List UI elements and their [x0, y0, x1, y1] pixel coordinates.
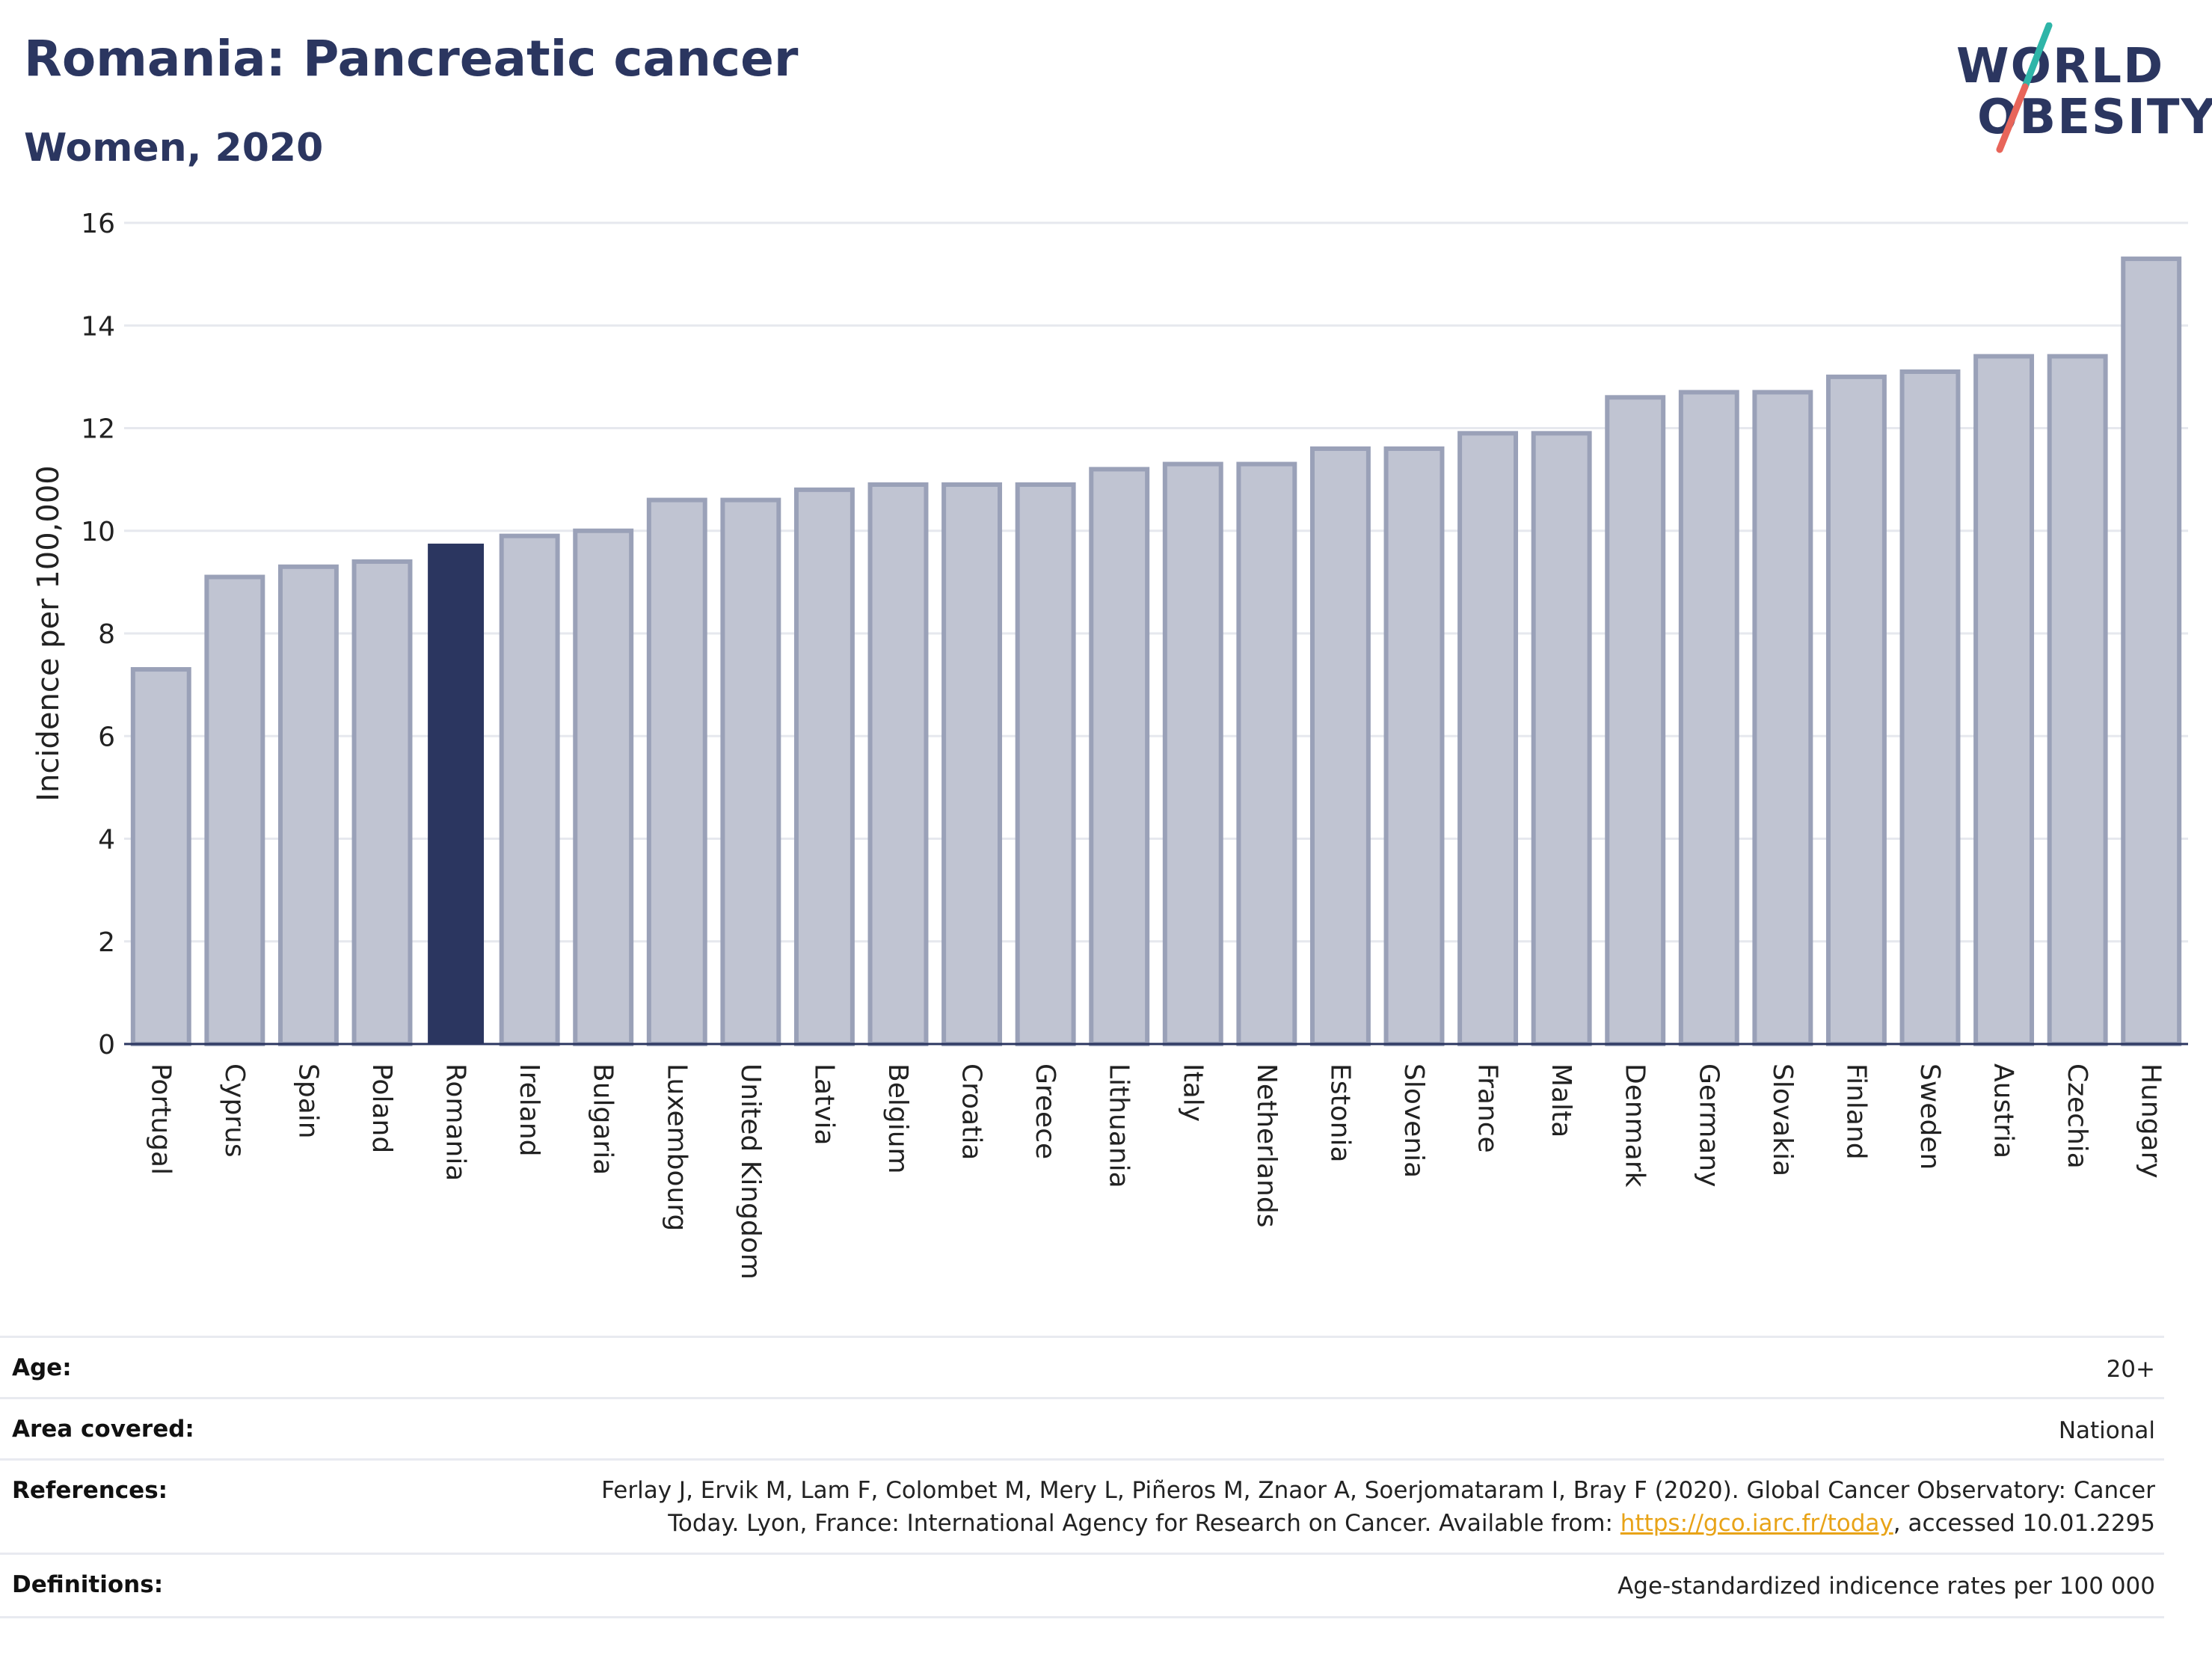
logo-slash-icon: [1996, 22, 2053, 153]
x-tick-label: Italy: [1177, 1063, 1208, 1122]
x-tick-label: Spain: [292, 1063, 323, 1139]
age-value: 20+: [2106, 1356, 2155, 1383]
bar-greece: [1015, 482, 1076, 1046]
bar-bulgaria: [573, 528, 634, 1046]
x-tick-label: Belgium: [882, 1063, 913, 1174]
x-tick-label: Slovenia: [1398, 1063, 1429, 1178]
y-tick-label: 10: [81, 517, 115, 547]
bar-austria: [1973, 354, 2035, 1046]
x-tick-label: Hungary: [2136, 1063, 2166, 1179]
definitions-value: Age-standardized indicence rates per 100…: [1617, 1573, 2155, 1600]
y-tick-label: 12: [81, 414, 115, 445]
age-label: Age:: [12, 1354, 72, 1381]
bar-italy: [1162, 461, 1223, 1046]
x-tick-label: Latvia: [808, 1063, 839, 1146]
y-tick-label: 16: [81, 209, 115, 239]
bar-estonia: [1309, 446, 1371, 1046]
y-tick-label: 6: [98, 722, 115, 752]
area-value: National: [2058, 1417, 2155, 1444]
x-tick-label: Germany: [1693, 1063, 1724, 1187]
references-value: Ferlay J, Ervik M, Lam F, Colombet M, Me…: [601, 1474, 2155, 1540]
area-label: Area covered:: [12, 1416, 194, 1443]
bar-finland: [1825, 374, 1887, 1046]
bar-netherlands: [1236, 461, 1297, 1046]
bar-germany: [1678, 390, 1739, 1046]
x-tick-label: France: [1472, 1063, 1503, 1153]
bar-romania: [428, 543, 485, 1044]
y-tick-label: 4: [98, 825, 115, 856]
bar-hungary: [2121, 257, 2182, 1047]
bar-slovakia: [1752, 390, 1813, 1046]
bar-chart: 0 2 4 6 8 10 12 14 16 Incidence per 100,000 Portug…: [31, 209, 2188, 1280]
y-tick-label: 14: [81, 311, 115, 342]
x-tick-label: Poland: [366, 1063, 397, 1153]
x-tick-label: Croatia: [956, 1063, 987, 1160]
logo-line-1: WORLD: [1956, 39, 2165, 94]
x-tick-label: Greece: [1030, 1063, 1060, 1159]
bar-latvia: [793, 487, 855, 1046]
bar-sweden: [1899, 369, 1961, 1046]
x-tick-label: Portugal: [145, 1063, 176, 1175]
references-label: References:: [12, 1477, 168, 1504]
x-tick-label: Austria: [1988, 1063, 2019, 1158]
bar-united-kingdom: [720, 497, 781, 1046]
x-tick-label: Sweden: [1914, 1063, 1945, 1170]
definitions-label: Definitions:: [12, 1571, 164, 1598]
x-tick-label: Estonia: [1324, 1063, 1355, 1163]
bar-portugal: [130, 667, 191, 1046]
info-row-area: Area covered: National: [0, 1397, 2164, 1459]
x-tick-label: Czechia: [2062, 1063, 2092, 1169]
bar-poland: [351, 559, 413, 1046]
bar-luxembourg: [646, 497, 707, 1046]
x-tick-label: Netherlands: [1251, 1063, 1282, 1227]
x-tick-label: Luxembourg: [661, 1063, 692, 1231]
x-tick-label: United Kingdom: [735, 1063, 766, 1280]
bar-lithuania: [1089, 467, 1150, 1046]
y-tick-label: 8: [98, 619, 115, 650]
bar-denmark: [1605, 395, 1666, 1046]
x-tick-label: Denmark: [1620, 1063, 1650, 1188]
x-tick-label: Lithuania: [1104, 1063, 1134, 1188]
info-row-age: Age: 20+: [0, 1336, 2164, 1398]
info-row-references: References: Ferlay J, Ervik M, Lam F, Co…: [0, 1458, 2164, 1553]
x-tick-label: Ireland: [514, 1063, 544, 1157]
x-tick-label: Cyprus: [219, 1063, 250, 1158]
bar-france: [1457, 431, 1519, 1046]
bar-slovenia: [1383, 446, 1445, 1046]
bar-spain: [277, 564, 339, 1046]
x-tick-label: Malta: [1546, 1063, 1576, 1137]
x-tick-label: Finland: [1840, 1063, 1871, 1160]
references-line-2-text: Today. Lyon, France: International Agenc…: [668, 1510, 1620, 1537]
bar-belgium: [867, 482, 929, 1046]
references-line-2: Today. Lyon, France: International Agenc…: [601, 1507, 2155, 1540]
page-subtitle: Women, 2020: [24, 126, 324, 171]
x-tick-label: Slovakia: [1767, 1063, 1798, 1176]
info-row-definitions: Definitions: Age-standardized indicence …: [0, 1553, 2164, 1618]
bar-czechia: [2047, 354, 2108, 1046]
y-tick-label: 2: [98, 927, 115, 958]
logo-line-2: OBESITY: [1977, 90, 2212, 145]
bar-ireland: [499, 533, 560, 1046]
x-tick-label: Bulgaria: [588, 1063, 618, 1175]
bar-croatia: [941, 482, 1003, 1046]
y-axis-label: Incidence per 100,000: [31, 465, 66, 802]
x-tick-label: Romania: [440, 1063, 471, 1181]
references-line-2-suffix: , accessed 10.01.2295: [1893, 1510, 2155, 1537]
y-tick-label: 0: [98, 1030, 115, 1060]
references-link[interactable]: https://gco.iarc.fr/today: [1620, 1510, 1893, 1537]
page-title: Romania: Pancreatic cancer: [24, 30, 799, 87]
bar-malta: [1531, 431, 1592, 1046]
references-line-1: Ferlay J, Ervik M, Lam F, Colombet M, Me…: [601, 1477, 2155, 1504]
bar-cyprus: [204, 574, 265, 1046]
world-obesity-logo: WORLD OBESITY: [1944, 22, 2212, 157]
